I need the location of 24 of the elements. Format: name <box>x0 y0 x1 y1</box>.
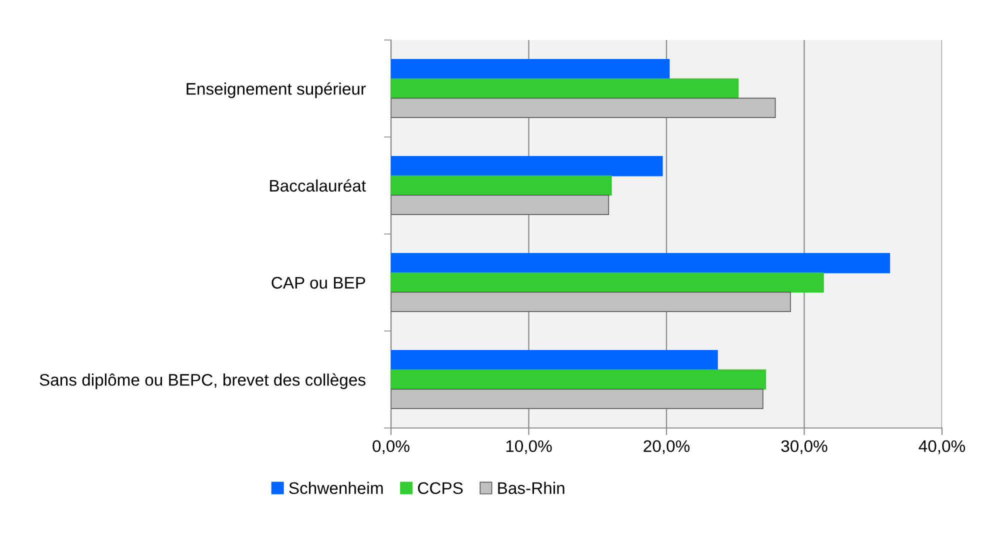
bar <box>391 388 764 410</box>
y-tick-label: Baccalauréat <box>270 179 366 192</box>
bar <box>391 252 890 274</box>
bar <box>391 292 791 312</box>
bar <box>391 156 663 176</box>
bar <box>391 175 612 196</box>
bar <box>391 58 670 80</box>
y-tick-label: CAP ou BEP <box>272 276 366 289</box>
bar <box>391 78 739 99</box>
legend-label: Bas-Rhin <box>498 482 564 494</box>
bar <box>391 98 776 118</box>
bar <box>391 194 610 216</box>
legend-label: Schwenheim <box>289 482 383 494</box>
x-tick-label: 0,0% <box>372 440 410 454</box>
x-tick-label: 40,0% <box>918 440 966 454</box>
x-tick-label: 30,0% <box>781 440 828 454</box>
bar <box>391 369 766 390</box>
legend-label: CCPS <box>418 482 463 494</box>
y-tick-label: Enseignement supérieur <box>186 82 366 98</box>
bar <box>391 272 824 293</box>
bar <box>391 350 718 370</box>
x-tick-label: 10,0% <box>506 440 552 454</box>
y-tick-label: Sans diplôme ou BEPC, brevet des collèges <box>40 373 366 390</box>
x-tick-label: 20,0% <box>644 440 690 454</box>
